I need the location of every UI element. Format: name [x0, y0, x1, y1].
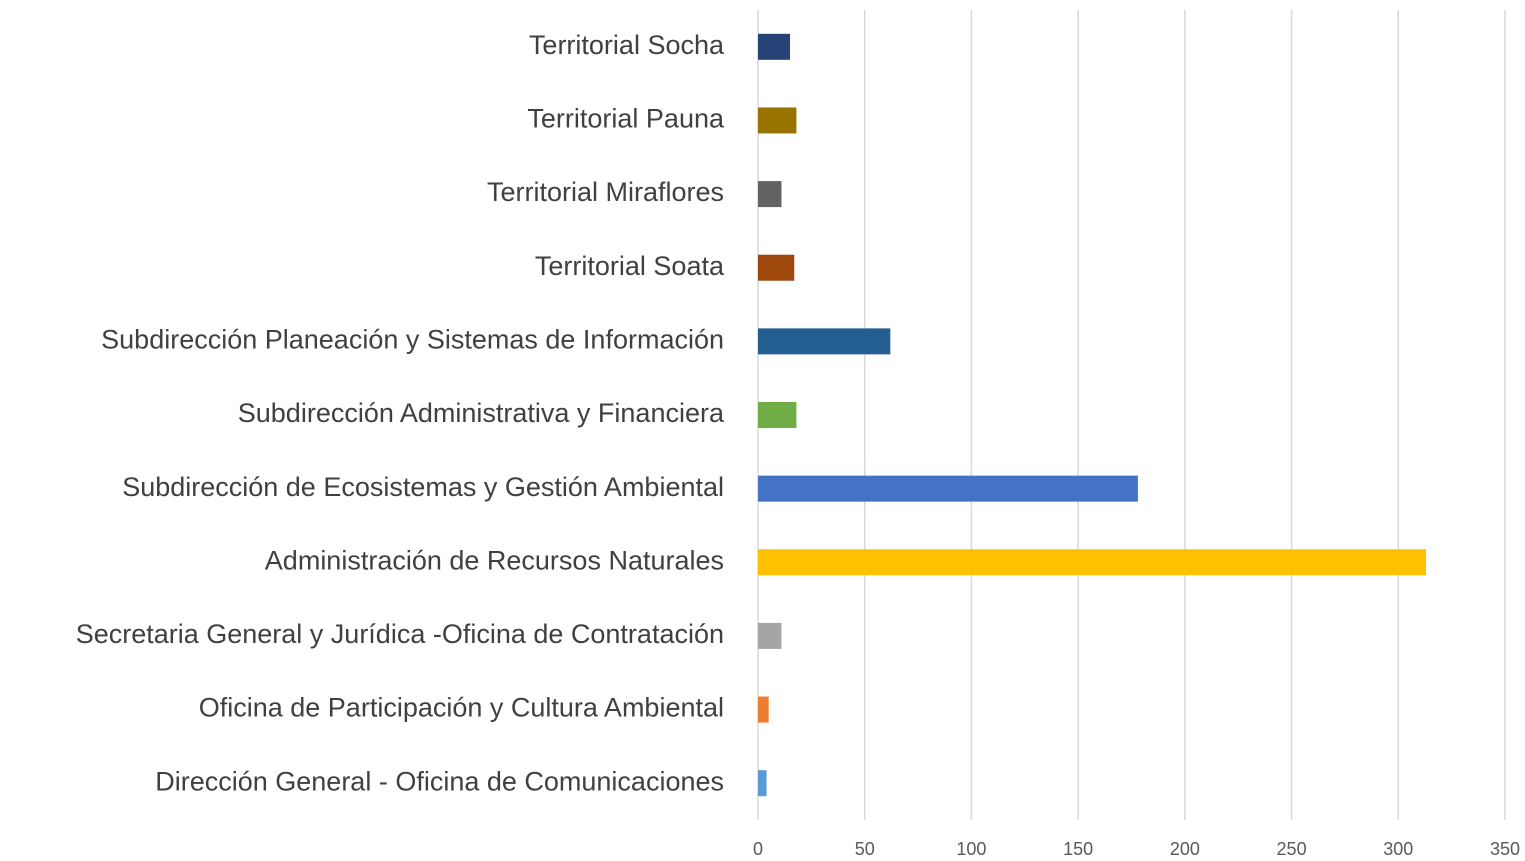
- y-tick-label: Secretaria General y Jurídica -Oficina d…: [76, 619, 724, 649]
- y-tick-label: Dirección General - Oficina de Comunicac…: [155, 766, 724, 796]
- x-tick-label: 0: [753, 839, 763, 859]
- bar: [758, 402, 796, 428]
- bar: [758, 34, 790, 60]
- bar: [758, 255, 794, 281]
- y-tick-label: Territorial Soata: [535, 251, 725, 281]
- x-tick-label: 50: [855, 839, 875, 859]
- x-tick-label: 200: [1170, 839, 1200, 859]
- x-tick-label: 250: [1277, 839, 1307, 859]
- y-tick-label: Territorial Miraflores: [487, 177, 724, 207]
- bar: [758, 623, 781, 649]
- x-tick-label: 150: [1063, 839, 1093, 859]
- x-tick-label: 350: [1490, 839, 1520, 859]
- x-tick-label: 300: [1383, 839, 1413, 859]
- bar: [758, 697, 769, 723]
- x-tick-label: 100: [956, 839, 986, 859]
- y-tick-label: Administración de Recursos Naturales: [265, 545, 724, 575]
- bar: [758, 476, 1138, 502]
- y-tick-label: Territorial Pauna: [527, 104, 725, 134]
- bar: [758, 107, 796, 133]
- bar: [758, 328, 890, 354]
- bar: [758, 770, 767, 796]
- bar: [758, 181, 781, 207]
- bar: [758, 549, 1426, 575]
- y-tick-label: Subdirección de Ecosistemas y Gestión Am…: [122, 472, 724, 502]
- y-tick-label: Territorial Socha: [529, 30, 725, 60]
- y-tick-label: Subdirección Administrativa y Financiera: [238, 398, 725, 428]
- y-tick-label: Oficina de Participación y Cultura Ambie…: [199, 693, 724, 723]
- y-tick-label: Subdirección Planeación y Sistemas de In…: [101, 324, 724, 354]
- chart: 0 50 100 150 200 250 300 350 Dirección General -…: [0, 0, 1525, 861]
